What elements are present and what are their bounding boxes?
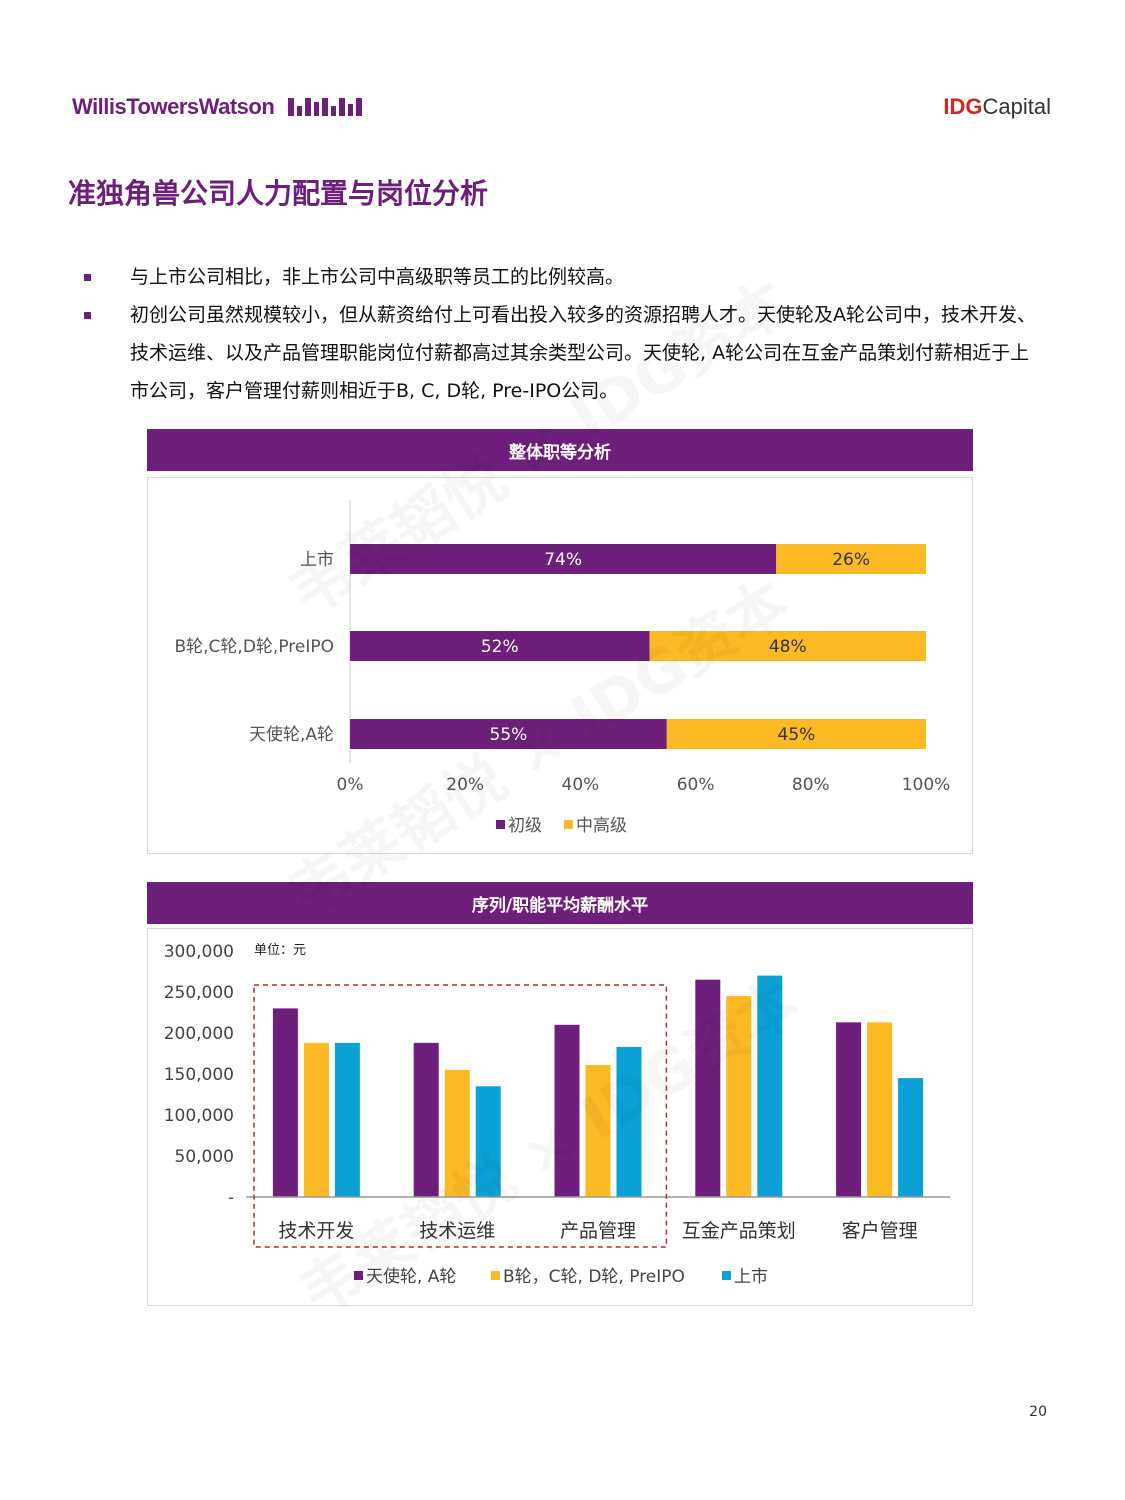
bullet-square-icon (84, 312, 91, 319)
y-tick-label: - (228, 1188, 234, 1208)
legend-label: 上市 (734, 1267, 768, 1287)
bar (585, 1064, 611, 1197)
data-label: 52% (481, 637, 519, 657)
bar (444, 1069, 470, 1197)
y-tick-label: 50,000 (175, 1147, 234, 1167)
chart2-panel: 单位：元 - 50,000 100,000 150,000 200,000 250,000 3… (147, 928, 973, 1306)
bar (726, 996, 752, 1197)
wtw-logo-text: WillisTowersWatson (72, 94, 275, 119)
x-tick-label: 0% (337, 775, 364, 795)
bar (303, 1042, 329, 1197)
bar-segment (776, 544, 926, 574)
legend-label: 初级 (508, 816, 542, 836)
bar (898, 1078, 924, 1197)
x-tick-label: 80% (792, 775, 830, 795)
data-label: 45% (778, 725, 816, 745)
y-tick-label: 300,000 (164, 942, 234, 962)
bar (757, 975, 783, 1197)
data-label: 74% (544, 550, 582, 570)
category-label: 产品管理 (560, 1220, 636, 1242)
legend-swatch (491, 1271, 500, 1280)
bar-segment (666, 719, 926, 749)
y-tick-label: 250,000 (164, 983, 234, 1003)
bullet-list: 与上市公司相比，非上市公司中高级职等员工的比例较高。 初创公司虽然规模较小，但从… (84, 258, 1044, 410)
chart1-panel: 上市 74% 26% B轮,C轮,D轮,PreIPO 52% 48% 天使轮,A轮 55% 45… (147, 477, 973, 854)
x-tick-label: 60% (677, 775, 715, 795)
bullet-item: 与上市公司相比，非上市公司中高级职等员工的比例较高。 (84, 258, 1044, 296)
bullet-item: 初创公司虽然规模较小，但从薪资给付上可看出投入较多的资源招聘人才。天使轮及A轮公… (84, 296, 1044, 410)
unit-label: 单位：元 (254, 943, 306, 958)
bullet-text: 初创公司虽然规模较小，但从薪资给付上可看出投入较多的资源招聘人才。天使轮及A轮公… (130, 304, 1037, 402)
category-label: 上市 (300, 550, 334, 570)
legend-label: 天使轮, A轮 (366, 1266, 456, 1287)
wtw-bars-icon (288, 98, 363, 116)
idg-logo-text: IDG (943, 94, 983, 119)
x-tick-label: 20% (446, 775, 484, 795)
bar-segment (350, 719, 667, 749)
category-label: 技术运维 (419, 1220, 495, 1242)
x-tick-label: 40% (562, 775, 600, 795)
willis-towers-watson-logo: WillisTowersWatson (72, 94, 368, 120)
highlight-box (253, 984, 668, 1248)
bar (616, 1046, 642, 1197)
bar (413, 1042, 439, 1197)
bullet-square-icon (84, 274, 91, 281)
data-label: 48% (769, 637, 807, 657)
chart1-header: 整体职等分析 (147, 429, 973, 471)
bar (836, 1022, 862, 1197)
category-label: 天使轮,A轮 (249, 724, 334, 745)
bar-segment (350, 544, 777, 574)
idg-capital-logo: IDGCapital (943, 94, 1051, 120)
y-tick-label: 200,000 (164, 1024, 234, 1044)
category-label: 客户管理 (842, 1220, 918, 1242)
legend-swatch (496, 820, 505, 829)
y-tick-label: 100,000 (164, 1106, 234, 1126)
bar (554, 1024, 580, 1197)
y-tick-label: 150,000 (164, 1065, 234, 1085)
data-label: 26% (832, 550, 870, 570)
x-tick-label: 100% (902, 775, 951, 795)
page-title: 准独角兽公司人力配置与岗位分析 (68, 177, 489, 210)
legend-swatch (354, 1271, 363, 1280)
legend-label: B轮，C轮, D轮, PreIPO (503, 1267, 685, 1287)
category-label: 技术开发 (278, 1220, 354, 1242)
bar (695, 979, 721, 1197)
grouped-bar-chart: 单位：元 - 50,000 100,000 150,000 200,000 250,000 3… (164, 942, 950, 1287)
data-label: 55% (490, 725, 528, 745)
bullet-text: 与上市公司相比，非上市公司中高级职等员工的比例较高。 (130, 266, 625, 288)
bar (475, 1086, 501, 1197)
category-label: B轮,C轮,D轮,PreIPO (174, 637, 334, 657)
stacked-bar-chart: 上市 74% 26% B轮,C轮,D轮,PreIPO 52% 48% 天使轮,A轮 55% 45… (174, 500, 951, 836)
legend-swatch (564, 820, 573, 829)
bar (867, 1022, 893, 1197)
bar-segment (350, 631, 650, 661)
bar (334, 1042, 360, 1197)
chart2-header: 序列/职能平均薪酬水平 (147, 882, 973, 924)
bar (272, 1008, 298, 1197)
page-number: 20 (1029, 1404, 1047, 1420)
bar-segment (649, 631, 926, 661)
legend-label: 中高级 (576, 816, 627, 836)
capital-logo-text: Capital (982, 94, 1051, 119)
legend-swatch (722, 1271, 731, 1280)
category-label: 互金产品策划 (682, 1220, 796, 1242)
